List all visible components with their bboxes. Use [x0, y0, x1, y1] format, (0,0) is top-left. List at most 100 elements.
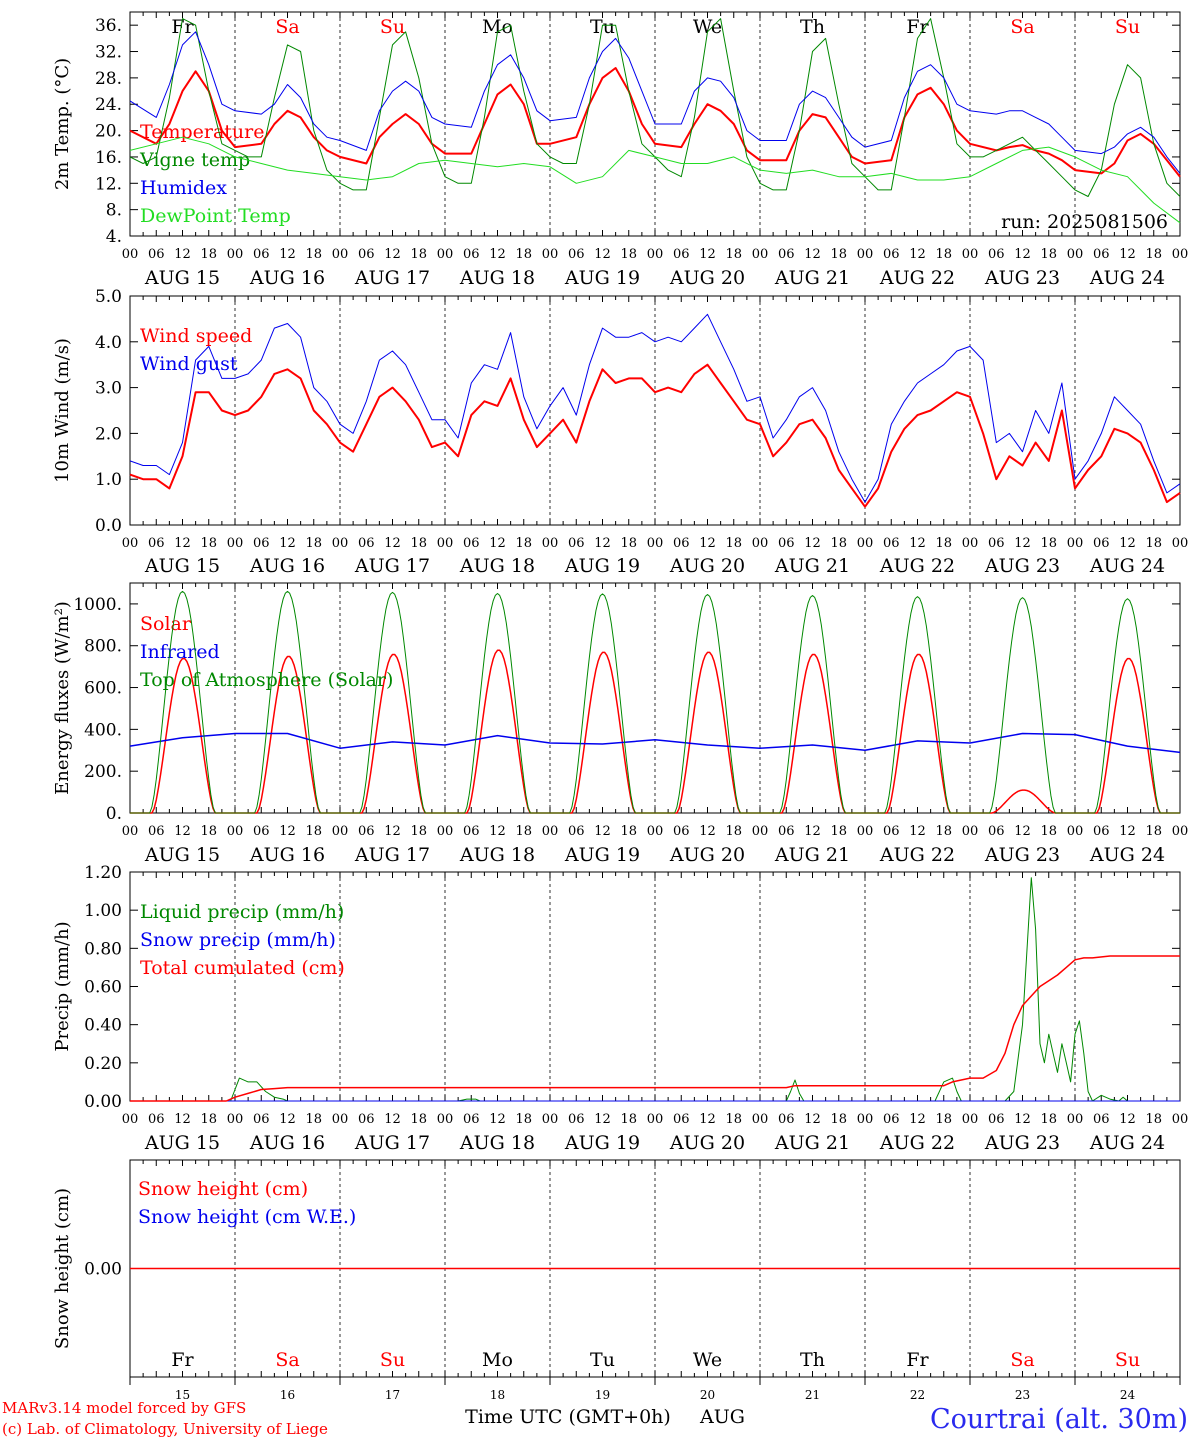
y-axis-title: Snow height (cm): [52, 1188, 73, 1349]
hour-tick-label: 06: [988, 1112, 1005, 1127]
legend-entry: Snow height (cm): [138, 1178, 308, 1200]
hour-tick-label: 18: [410, 536, 427, 551]
hour-tick-label: 06: [883, 247, 900, 262]
day-number-label: 22: [910, 1388, 925, 1402]
hour-tick-label: 12: [384, 1112, 401, 1127]
date-label: AUG 16: [249, 555, 325, 577]
hour-tick-label: 06: [1093, 824, 1110, 839]
hour-tick-label: 06: [1093, 536, 1110, 551]
hour-tick-label: 12: [699, 1112, 716, 1127]
x-axis-title: Time UTC (GMT+0h): [465, 1406, 671, 1428]
hour-tick-label: 12: [279, 824, 296, 839]
weekday-label: Th: [800, 16, 825, 38]
date-label: AUG 18: [459, 555, 535, 577]
hour-tick-label: 00: [857, 1112, 874, 1127]
legend-entry: Wind speed: [140, 325, 252, 347]
hour-tick-label: 00: [542, 1112, 559, 1127]
copyright-credit: (c) Lab. of Climatology, University of L…: [2, 1420, 328, 1438]
day-number-label: 20: [700, 1388, 715, 1402]
hour-tick-label: 18: [1145, 536, 1162, 551]
hour-tick-label: 12: [699, 824, 716, 839]
date-label: AUG 22: [879, 555, 955, 577]
hour-tick-label: 06: [358, 536, 375, 551]
hour-tick-label: 18: [935, 247, 952, 262]
date-label: AUG 21: [774, 267, 850, 289]
day-number-label: 23: [1015, 1388, 1030, 1402]
footer: MARv3.14 model forced by GFS (c) Lab. of …: [2, 1399, 1188, 1438]
hour-tick-label: 00: [962, 1112, 979, 1127]
hour-tick-label: 12: [594, 536, 611, 551]
hour-tick-label: 00: [227, 247, 244, 262]
hour-tick-label: 06: [883, 536, 900, 551]
hour-tick-label: 12: [489, 247, 506, 262]
hour-tick-label: 00: [227, 824, 244, 839]
date-label: AUG 22: [879, 1132, 955, 1154]
hour-tick-label: 06: [673, 247, 690, 262]
series-line-total-cumulated-cm-: [130, 955, 1180, 1102]
date-label: AUG 24: [1089, 555, 1165, 577]
legend-entry: Solar: [140, 613, 192, 635]
date-label: AUG 17: [354, 555, 430, 577]
hour-tick-label: 12: [594, 1112, 611, 1127]
weekday-label: Th: [800, 1349, 825, 1371]
legend-entry: Humidex: [140, 177, 227, 199]
hour-tick-label: 18: [620, 1112, 637, 1127]
hour-tick-label: 06: [988, 824, 1005, 839]
y-tick-label: 0.00: [84, 1092, 122, 1112]
hour-tick-label: 06: [673, 824, 690, 839]
hour-tick-label: 12: [1014, 247, 1031, 262]
date-label: AUG 21: [774, 844, 850, 866]
hour-tick-label: 00: [227, 536, 244, 551]
chart-panel-1: 4. 8. 12. 16. 20. 24. 28. 32. 36. 2m Temp. (°C) 00…: [52, 11, 1188, 289]
hour-tick-label: 12: [594, 247, 611, 262]
hour-tick-label: 18: [830, 1112, 847, 1127]
hour-tick-label: 12: [1119, 247, 1136, 262]
weekday-label: Su: [380, 16, 405, 38]
weekday-label: Su: [380, 1349, 405, 1371]
hour-tick-label: 00: [1172, 824, 1189, 839]
date-label: AUG 15: [144, 844, 220, 866]
y-tick-label: 0.60: [84, 978, 122, 998]
y-tick-label: 0.20: [84, 1054, 122, 1074]
y-axis-title: Precip (mm/h): [52, 921, 73, 1051]
date-label: AUG 22: [879, 267, 955, 289]
series-line-wind-gust: [129, 313, 1181, 503]
series-line-infrared: [129, 732, 1181, 754]
hour-tick-label: 00: [1067, 824, 1084, 839]
hour-tick-label: 18: [725, 824, 742, 839]
y-tick-label: 800.: [84, 637, 122, 657]
hour-tick-label: 00: [122, 824, 139, 839]
station-name: Courtrai (alt. 30m): [930, 1404, 1188, 1435]
date-label: AUG 16: [249, 267, 325, 289]
hour-tick-label: 12: [174, 247, 191, 262]
hour-tick-label: 00: [1172, 536, 1189, 551]
hour-tick-label: 18: [200, 536, 217, 551]
date-label: AUG 23: [984, 1132, 1060, 1154]
hour-tick-label: 18: [200, 1112, 217, 1127]
date-label: AUG 21: [774, 1132, 850, 1154]
y-tick-label: 1000.: [73, 595, 122, 615]
day-number-label: 24: [1120, 1388, 1136, 1402]
hour-tick-label: 12: [909, 536, 926, 551]
hour-tick-label: 12: [489, 824, 506, 839]
date-label: AUG 24: [1089, 267, 1165, 289]
weekday-label: Su: [1115, 1349, 1140, 1371]
date-label: AUG 24: [1089, 1132, 1165, 1154]
hour-tick-label: 06: [778, 536, 795, 551]
month-label: AUG: [699, 1406, 745, 1428]
hour-tick-label: 06: [253, 1112, 270, 1127]
date-label: AUG 24: [1089, 844, 1165, 866]
chart-panel-5: 0.00 Snow height (cm) Fr 15 Sa 16 Su 17 Mo 18 Tu 19…: [52, 1159, 1181, 1402]
date-label: AUG 20: [669, 555, 745, 577]
series-line-dewpoint-temp: [129, 136, 1181, 224]
hour-tick-label: 18: [1145, 247, 1162, 262]
hour-tick-label: 12: [909, 1112, 926, 1127]
weekday-label: Su: [1115, 16, 1140, 38]
hour-tick-label: 00: [752, 824, 769, 839]
date-label: AUG 23: [984, 844, 1060, 866]
y-axis-title: Energy fluxes (W/m²): [52, 601, 73, 795]
hour-tick-label: 00: [437, 1112, 454, 1127]
hour-tick-label: 00: [752, 247, 769, 262]
weekday-label: We: [693, 16, 722, 38]
